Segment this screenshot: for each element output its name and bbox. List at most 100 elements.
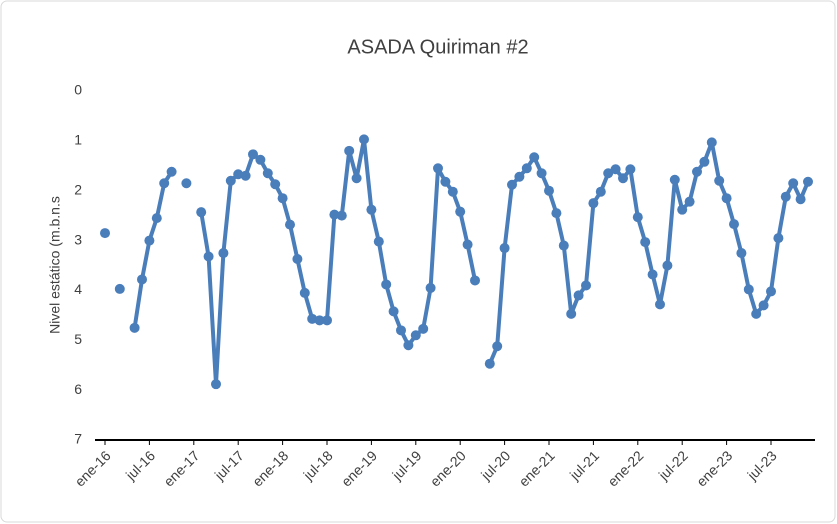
point [137, 274, 147, 285]
chart-title: ASADA Quiriman #2 [347, 36, 528, 58]
point [373, 236, 384, 247]
point [462, 239, 473, 250]
point [159, 178, 170, 189]
point [692, 166, 702, 177]
y-tick-label: 1 [74, 132, 82, 148]
y-tick-label: 0 [74, 82, 82, 98]
point [655, 299, 665, 310]
point [758, 300, 769, 311]
point [581, 280, 591, 291]
point [181, 178, 192, 189]
point [529, 152, 540, 163]
point [521, 163, 532, 174]
point [603, 168, 614, 179]
point [714, 175, 725, 186]
point [669, 174, 680, 185]
point [225, 175, 236, 186]
y-tick-label: 2 [74, 181, 82, 197]
point [470, 275, 480, 286]
point [640, 237, 651, 248]
point [129, 322, 140, 333]
point [381, 279, 392, 290]
point [773, 233, 784, 244]
point [780, 191, 791, 202]
point [299, 287, 310, 298]
point [144, 235, 155, 246]
point [588, 198, 599, 209]
point [262, 168, 273, 179]
point [544, 185, 554, 196]
point [270, 179, 281, 190]
y-tick-label: 5 [74, 331, 82, 347]
point [751, 308, 762, 319]
point [610, 164, 621, 175]
point [218, 248, 229, 259]
point [248, 149, 258, 160]
point [766, 286, 776, 297]
point [632, 212, 643, 223]
point [329, 209, 340, 220]
point [233, 169, 244, 180]
point [396, 325, 406, 336]
point [433, 163, 443, 174]
point [307, 313, 318, 324]
point [803, 176, 813, 187]
point [211, 379, 221, 390]
point [566, 308, 577, 319]
point [492, 341, 503, 352]
point [551, 208, 562, 219]
point [418, 323, 429, 334]
point [196, 207, 207, 218]
point [743, 284, 754, 295]
point [595, 186, 606, 197]
point [410, 330, 421, 341]
y-tick-label: 3 [74, 231, 82, 247]
point [344, 145, 355, 156]
point [447, 186, 458, 197]
point [314, 315, 325, 326]
point [625, 164, 636, 175]
point [514, 171, 525, 182]
point [277, 193, 288, 204]
point [322, 315, 332, 326]
point [403, 340, 414, 351]
point [285, 219, 295, 230]
point [736, 248, 747, 259]
point [536, 168, 547, 179]
point [662, 260, 673, 271]
point [706, 137, 717, 148]
point [425, 282, 436, 293]
point [388, 306, 399, 317]
point [558, 240, 569, 251]
point [788, 178, 799, 189]
y-tick-label: 4 [74, 281, 82, 297]
point [499, 243, 510, 254]
point [359, 134, 369, 145]
point [255, 154, 266, 165]
point [484, 358, 495, 369]
point [203, 251, 214, 262]
y-tick-label: 7 [74, 431, 82, 447]
point [684, 196, 695, 207]
point [240, 170, 251, 181]
point [729, 219, 739, 230]
point [166, 166, 177, 177]
point [721, 193, 732, 204]
point [100, 228, 110, 239]
point [507, 179, 517, 190]
point [795, 194, 806, 205]
point [114, 283, 125, 294]
point [647, 269, 658, 280]
point [440, 176, 451, 187]
point [151, 213, 162, 224]
point [336, 210, 347, 221]
point [366, 204, 377, 215]
point [455, 206, 466, 217]
y-tick-label: 6 [74, 381, 82, 397]
point [699, 156, 710, 167]
y-axis-label: Nivel estático (m.b.n.s [47, 196, 63, 334]
point [573, 290, 584, 301]
point [351, 173, 362, 184]
